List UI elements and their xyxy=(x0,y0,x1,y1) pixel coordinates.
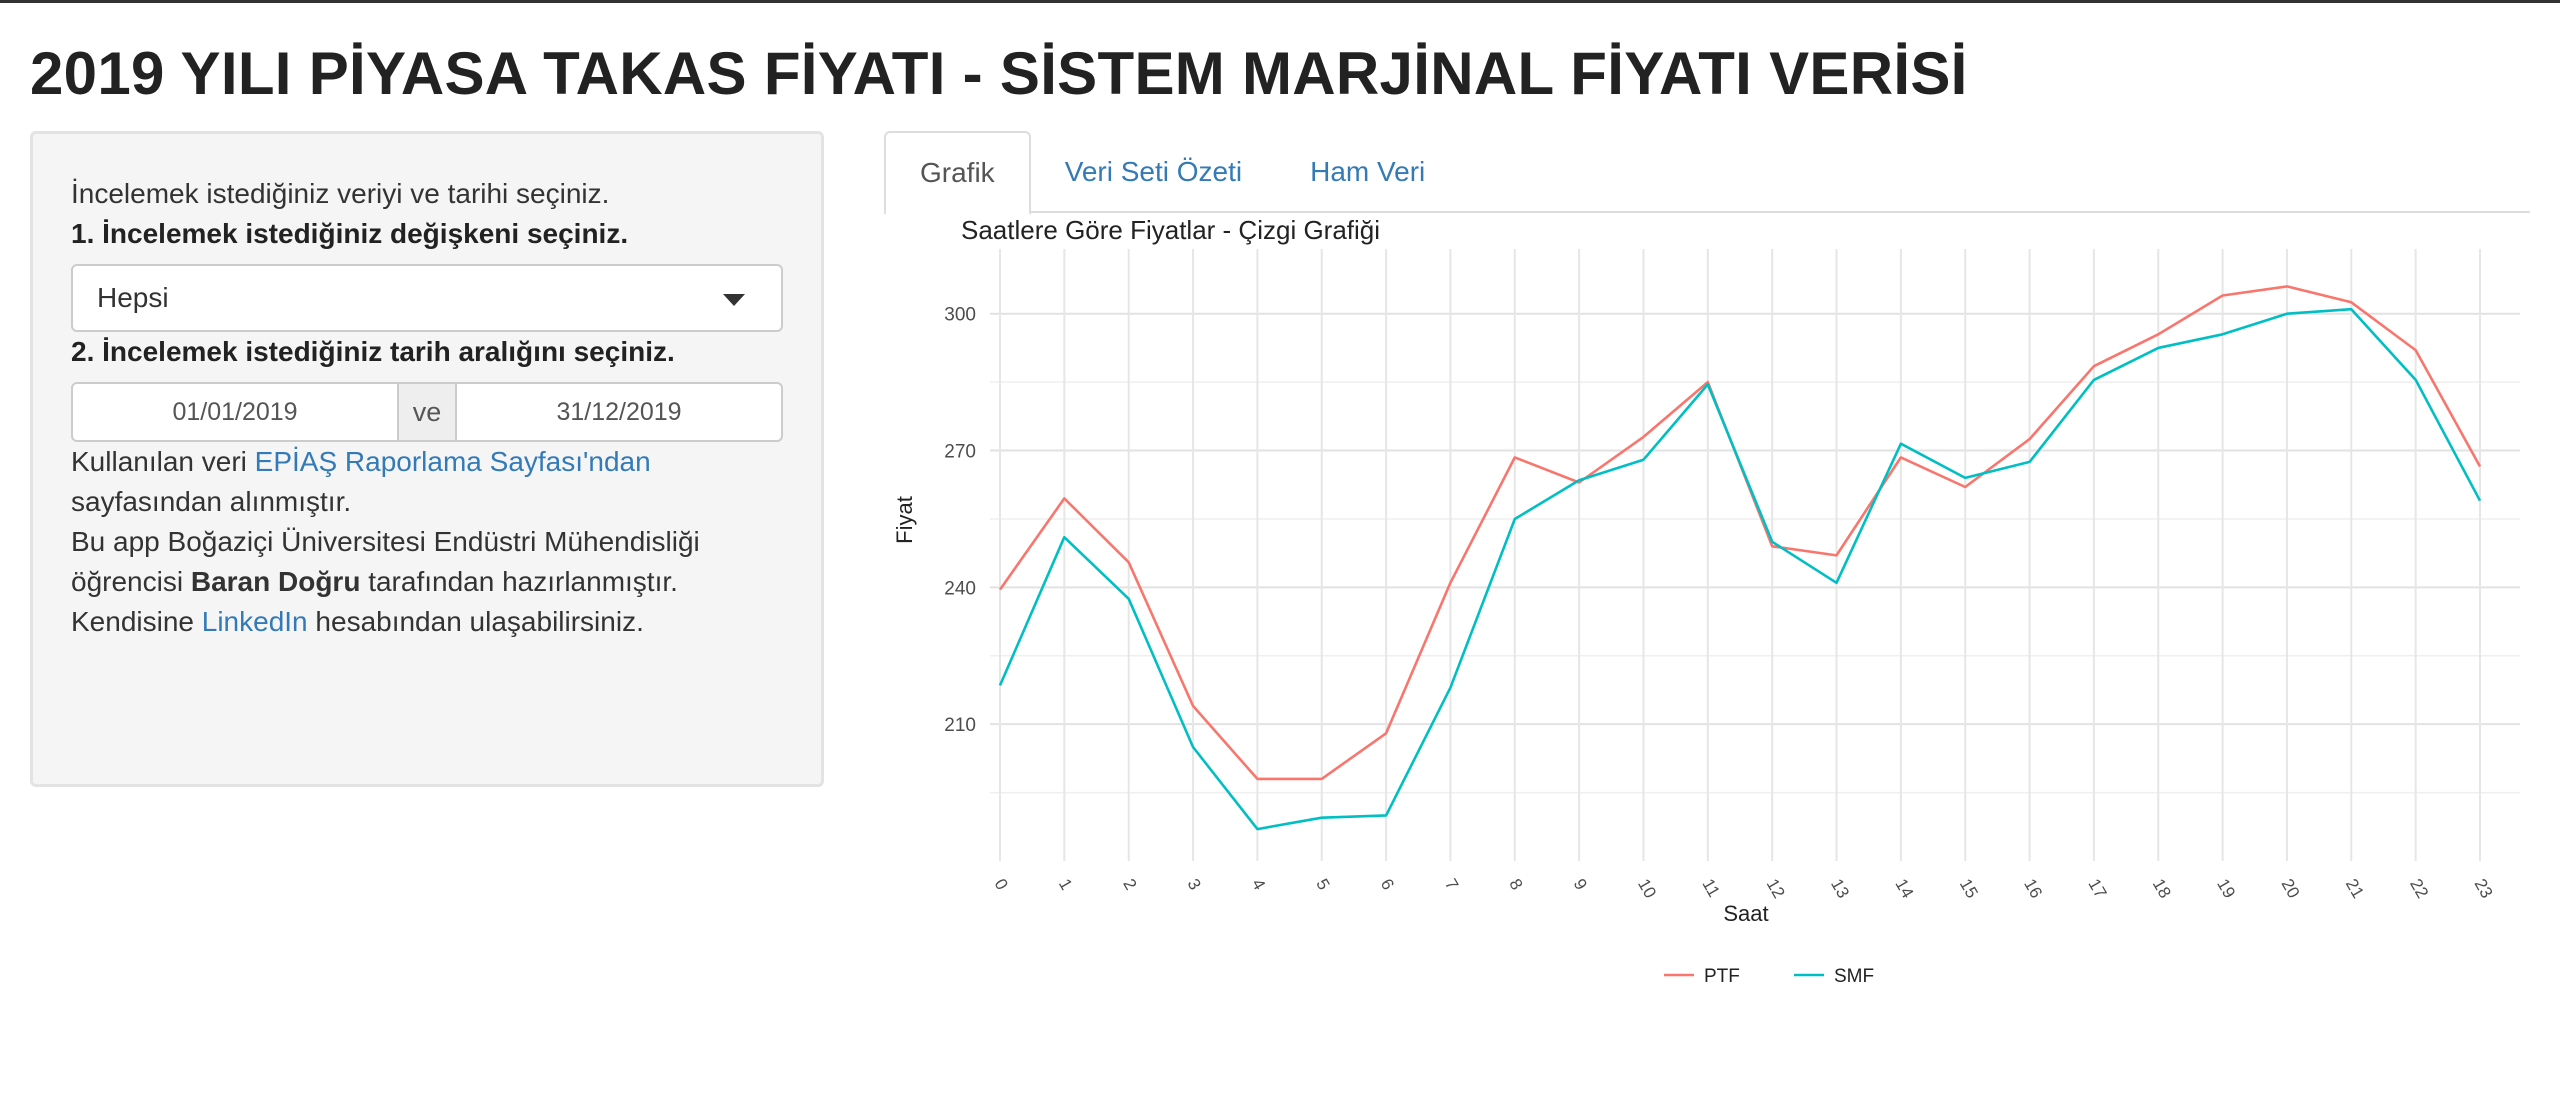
author-text: Bu app Boğaziçi Üniversitesi Endüstri Mü… xyxy=(71,522,783,642)
date-start-input[interactable]: 01/01/2019 xyxy=(172,398,298,426)
x-tick-label: 14 xyxy=(1891,876,1917,902)
epias-link[interactable]: EPİAŞ Raporlama Sayfası'ndan xyxy=(254,446,651,477)
date-range-separator: ve xyxy=(397,384,457,440)
x-tick-label: 0 xyxy=(991,876,1012,894)
contact-suffix: hesabından ulaşabilirsiniz. xyxy=(307,606,644,637)
x-tick-label: 4 xyxy=(1248,876,1269,894)
x-tick-label: 3 xyxy=(1184,876,1205,894)
date-range-label: 2. İncelemek istediğiniz tarih aralığını… xyxy=(71,336,675,367)
page-title: 2019 YILI PİYASA TAKAS FİYATI - SİSTEM M… xyxy=(30,40,1968,107)
chart-title: Saatlere Göre Fiyatlar - Çizgi Grafiği xyxy=(961,215,1380,245)
series-line-ptf xyxy=(998,285,2482,781)
variable-select[interactable]: Hepsi xyxy=(71,264,783,332)
tab-veri-seti-ozeti[interactable]: Veri Seti Özeti xyxy=(1064,156,1243,187)
y-axis-label: Fiyat xyxy=(892,496,917,544)
x-tick-label: 2 xyxy=(1119,876,1140,894)
x-tick-label: 22 xyxy=(2406,876,2432,902)
series-line-smf xyxy=(998,307,2482,831)
main-panel: Grafik Veri Seti Özeti Ham Veri xyxy=(884,131,2530,215)
x-tick-label: 10 xyxy=(1634,876,1660,902)
date-range-input: 01/01/2019 ve 31/12/2019 xyxy=(71,382,783,442)
x-tick-label: 11 xyxy=(1698,876,1723,901)
tab-grafik[interactable]: Grafik xyxy=(884,131,1031,215)
x-tick-label: 15 xyxy=(1956,876,1982,902)
x-tick-label: 21 xyxy=(2342,876,2368,902)
source-prefix: Kullanılan veri xyxy=(71,446,255,477)
x-tick-label: 16 xyxy=(2020,876,2046,902)
x-tick-label: 9 xyxy=(1570,876,1591,894)
source-suffix: sayfasından alınmıştır. xyxy=(71,486,352,517)
linkedin-link[interactable]: LinkedIn xyxy=(201,606,308,637)
source-text: Kullanılan veri EPİAŞ Raporlama Sayfası'… xyxy=(71,442,783,522)
contact-prefix: Kendisine xyxy=(71,606,202,637)
author-name: Baran Doğru xyxy=(190,566,361,597)
x-tick-label: 20 xyxy=(2277,876,2303,902)
x-tick-label: 1 xyxy=(1055,876,1076,894)
x-tick-label: 17 xyxy=(2084,876,2110,902)
x-tick-label: 6 xyxy=(1377,876,1398,894)
intro-text: İncelemek istediğiniz veriyi ve tarihi s… xyxy=(71,178,610,209)
x-tick-label: 18 xyxy=(2149,876,2175,902)
legend-label-smf: SMF xyxy=(1834,966,1874,987)
x-tick-label: 7 xyxy=(1441,876,1462,894)
chevron-down-icon xyxy=(723,294,745,306)
x-tick-label: 23 xyxy=(2471,876,2497,902)
x-axis-label: Saat xyxy=(1723,901,1768,926)
x-tick-label: 19 xyxy=(2213,876,2239,902)
author-suffix: tarafından hazırlanmıştır. xyxy=(360,566,678,597)
variable-select-value: Hepsi xyxy=(97,282,169,313)
legend-label-ptf: PTF xyxy=(1704,966,1740,987)
y-tick-label: 300 xyxy=(944,305,976,326)
tab-ham-veri[interactable]: Ham Veri xyxy=(1310,156,1426,187)
y-tick-label: 210 xyxy=(944,715,976,736)
tab-bar: Grafik Veri Seti Özeti Ham Veri xyxy=(884,131,2530,215)
variable-label: 1. İncelemek istediğiniz değişkeni seçin… xyxy=(71,218,629,249)
y-tick-label: 240 xyxy=(944,578,976,599)
author-prefix: Bu app Boğaziçi Üniversitesi Endüstri Mü… xyxy=(71,526,700,597)
date-end-input[interactable]: 31/12/2019 xyxy=(556,398,682,426)
x-tick-label: 13 xyxy=(1827,876,1853,902)
y-tick-label: 270 xyxy=(944,442,976,463)
x-tick-label: 8 xyxy=(1505,876,1526,894)
x-tick-label: 12 xyxy=(1763,876,1789,902)
sidebar-panel: İncelemek istediğiniz veriyi ve tarihi s… xyxy=(30,131,824,787)
x-tick-label: 5 xyxy=(1312,876,1333,894)
